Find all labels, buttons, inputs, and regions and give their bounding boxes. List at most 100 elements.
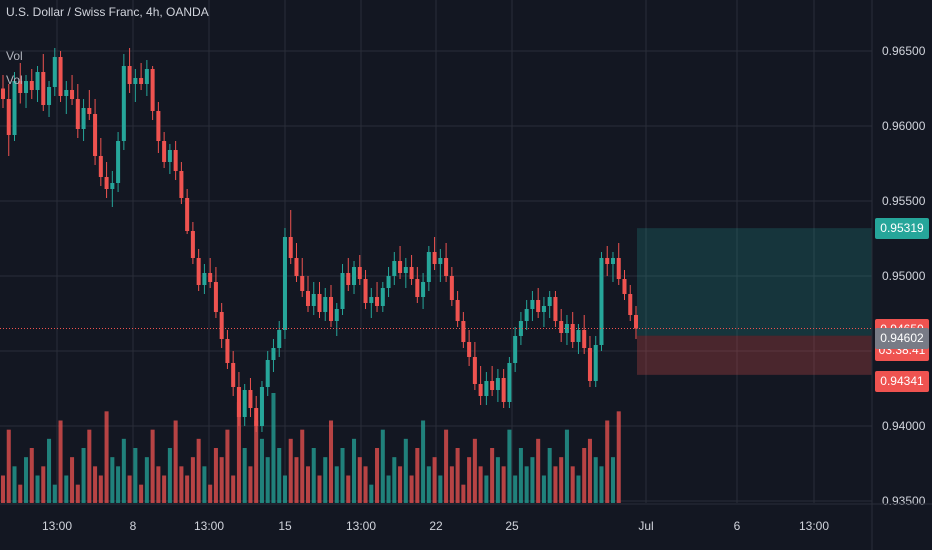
volume-bar [24,457,29,503]
volume-bar [271,393,276,503]
candle-body [323,297,328,312]
volume-bar [70,457,75,503]
candle-body [87,108,92,114]
candle-body [536,300,541,312]
volume-bar [208,484,213,503]
candle-body [190,231,195,258]
volume-indicator-label-2[interactable]: Vol [6,73,23,87]
candle-body [490,381,495,390]
volume-bar [139,484,144,503]
volume-bar [415,448,420,503]
candle-body [622,279,627,294]
candle-body [58,57,63,96]
candle-body [116,141,121,183]
candle-body [559,321,564,333]
volume-bar [438,475,443,503]
candle-body [576,330,581,342]
candle-body [564,324,569,333]
candle-body [41,72,46,105]
volume-bar [564,429,569,503]
candle-body [213,282,218,312]
volume-bar [587,438,592,503]
volume-bar [305,466,311,503]
volume-bar [202,466,207,503]
candle-body [288,237,293,258]
candle-body [0,88,6,99]
volume-bar [518,448,523,503]
candle-body [127,66,132,84]
candle-body [518,321,523,336]
volume-bar [300,429,305,503]
volume-bar [513,475,518,503]
volume-bar [265,457,270,503]
volume-bar [553,466,558,503]
volume-bar [369,484,374,503]
stop-zone [637,335,872,375]
entry-price-tag: 0.94602 [875,327,929,349]
candle-body [75,99,80,129]
target-price-tag: 0.95319 [875,218,929,240]
volume-bar [150,429,155,503]
volume-bar [363,466,368,503]
volume-bar [93,466,98,503]
volume-bar [576,475,581,503]
volume-bar [334,466,339,503]
volume-bar [47,438,52,503]
volume-bar [323,457,328,503]
grid-layer [0,0,872,503]
volume-bar [248,466,253,503]
volume-bar [225,429,230,503]
volume-bar [81,448,86,503]
candle-body [139,78,144,84]
volume-bar [144,457,149,503]
candle-body [173,150,178,171]
volume-bar [185,475,190,503]
volume-indicator-label-1[interactable]: Vol [6,49,23,63]
volume-bar [294,457,299,503]
time-tick-label: Jul [638,519,653,533]
candle-body [432,252,437,264]
volume-bar [461,484,466,503]
volume-bar [173,420,178,503]
price-tick-label: 0.93500 [882,494,926,508]
candle-body [6,99,11,135]
volume-bar [582,448,587,503]
candle-body [392,261,397,276]
candle-body [357,267,362,279]
volume-bar [98,475,103,503]
volume-bar [328,420,334,503]
volume-bar [116,466,121,503]
candle-body [605,258,610,264]
volume-bar [484,475,489,503]
volume-series [0,393,621,503]
volume-bar [236,402,241,503]
time-tick-label: 22 [429,519,443,533]
candle-body [305,291,311,306]
volume-bar [357,457,362,503]
volume-bar [570,466,575,503]
volume-bar [277,448,282,503]
volume-bar [610,457,615,503]
candle-body [225,339,230,363]
volume-bar [530,457,535,503]
candle-body [231,363,236,387]
candle-body [121,66,126,141]
candle-body [98,156,103,177]
candle-body [507,363,512,402]
candle-body [524,309,529,321]
volume-bar [547,448,552,503]
volume-bar [254,420,259,503]
candle-body [104,177,109,189]
candle-body [570,324,575,342]
volume-bar [432,457,437,503]
volume-bar [444,429,449,503]
candle-body [271,348,276,360]
volume-bar [599,466,604,503]
chart-title[interactable]: U.S. Dollar / Swiss Franc, 4h, OANDA [6,5,209,19]
candle-body [363,279,368,303]
candle-body [24,81,29,93]
candle-body [219,312,224,339]
candle-body [380,288,385,306]
